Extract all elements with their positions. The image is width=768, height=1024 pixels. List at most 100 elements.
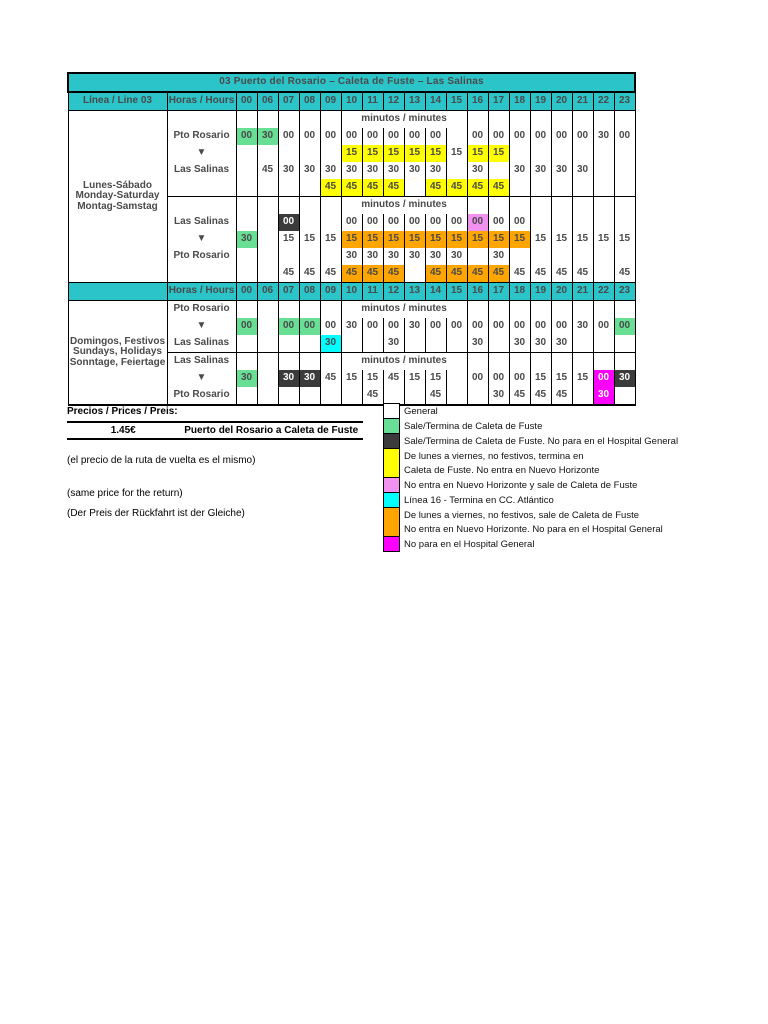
time-cell: 45 — [382, 265, 405, 283]
time-cell — [256, 179, 279, 197]
time-cell: 00 — [550, 128, 573, 145]
day-label-line: Monday-Saturday — [75, 190, 160, 202]
time-cell — [487, 352, 510, 370]
time-cell: 00 — [277, 128, 300, 145]
time-cell: 15 — [550, 231, 573, 248]
time-cell — [571, 214, 594, 231]
hour-header: 22 — [592, 282, 615, 301]
time-cell — [550, 352, 573, 370]
time-cell — [508, 196, 531, 214]
time-cell: 00 — [277, 214, 300, 231]
time-cell: 30 — [382, 248, 405, 265]
time-cell: 15 — [487, 231, 510, 248]
time-cell: 30 — [487, 248, 510, 265]
time-cell — [235, 145, 258, 162]
hour-header: 07 — [277, 282, 300, 301]
time-cell — [550, 179, 573, 197]
hour-header: 09 — [319, 91, 342, 111]
time-cell — [592, 179, 615, 197]
time-cell: 15 — [613, 231, 636, 248]
time-cell: 45 — [319, 265, 342, 283]
legend-entry: De lunes a viernes, no festivos, termina… — [383, 448, 678, 478]
time-cell — [235, 214, 258, 231]
time-cell: 45 — [466, 265, 489, 283]
time-cell: 15 — [571, 231, 594, 248]
time-cell: 30 — [445, 248, 468, 265]
price-row: 1.45€ Puerto del Rosario a Caleta de Fus… — [67, 421, 363, 440]
time-cell: 30 — [277, 162, 300, 179]
time-cell — [592, 196, 615, 214]
hour-header: 23 — [613, 282, 636, 301]
time-cell — [571, 387, 594, 405]
time-cell: 30 — [340, 248, 363, 265]
time-cell: 30 — [403, 318, 426, 335]
time-cell: 00 — [550, 318, 573, 335]
time-cell — [298, 110, 321, 128]
time-cell — [256, 145, 279, 162]
time-cell: 30 — [319, 162, 342, 179]
time-cell: 00 — [592, 318, 615, 335]
time-cell — [613, 179, 636, 197]
time-cell — [256, 265, 279, 283]
time-cell — [298, 248, 321, 265]
time-cell: 45 — [550, 387, 573, 405]
hour-header: 14 — [424, 282, 447, 301]
time-cell: 00 — [613, 318, 636, 335]
time-cell: 15 — [403, 145, 426, 162]
legend-label-line: Sale/Termina de Caleta de Fuste. No para… — [404, 435, 679, 447]
time-cell: 00 — [235, 128, 258, 145]
time-cell: 15 — [277, 231, 300, 248]
time-cell — [277, 145, 300, 162]
time-cell — [340, 387, 363, 405]
time-cell: 00 — [466, 214, 489, 231]
time-cell: 15 — [550, 370, 573, 387]
time-cell — [235, 352, 258, 370]
time-cell — [529, 145, 552, 162]
route-label: Pto Rosario — [166, 128, 237, 145]
time-cell: 45 — [382, 179, 405, 197]
time-cell — [613, 196, 636, 214]
time-cell — [445, 128, 468, 145]
time-cell — [529, 196, 552, 214]
time-cell: 30 — [508, 162, 531, 179]
time-cell — [529, 300, 552, 318]
time-cell — [256, 300, 279, 318]
time-cell: 15 — [508, 231, 531, 248]
hour-header: 12 — [382, 282, 405, 301]
time-cell — [466, 387, 489, 405]
time-cell: 00 — [424, 214, 447, 231]
hour-header: 10 — [340, 91, 363, 111]
time-cell: 00 — [382, 318, 405, 335]
time-cell: 00 — [466, 128, 489, 145]
linea-header: Línea / Line 03 — [67, 91, 168, 111]
time-cell — [256, 387, 279, 405]
time-cell — [277, 387, 300, 405]
time-cell: 15 — [466, 231, 489, 248]
time-cell — [319, 352, 342, 370]
time-cell — [508, 352, 531, 370]
time-cell — [256, 318, 279, 335]
route-label: Las Salinas — [166, 162, 237, 179]
time-cell: 00 — [445, 318, 468, 335]
time-cell: 00 — [592, 370, 615, 387]
time-cell — [235, 248, 258, 265]
time-cell — [235, 179, 258, 197]
time-cell: 00 — [487, 128, 510, 145]
time-cell: 15 — [382, 145, 405, 162]
time-cell: 00 — [382, 128, 405, 145]
time-cell — [613, 300, 636, 318]
day-label: Domingos, Festivos Sundays, Holidays Sonnt… — [67, 300, 168, 406]
time-cell — [235, 110, 258, 128]
hour-header: 09 — [319, 282, 342, 301]
time-cell: 30 — [382, 335, 405, 353]
time-cell: 45 — [382, 370, 405, 387]
time-cell: 45 — [529, 265, 552, 283]
time-cell — [340, 335, 363, 353]
legend-label-line: No entra en Nuevo Horizonte y sale de Ca… — [404, 479, 638, 491]
hour-header: 08 — [298, 282, 321, 301]
time-cell: 00 — [340, 128, 363, 145]
hour-header: 12 — [382, 91, 405, 111]
time-cell — [256, 370, 279, 387]
time-cell — [319, 214, 342, 231]
